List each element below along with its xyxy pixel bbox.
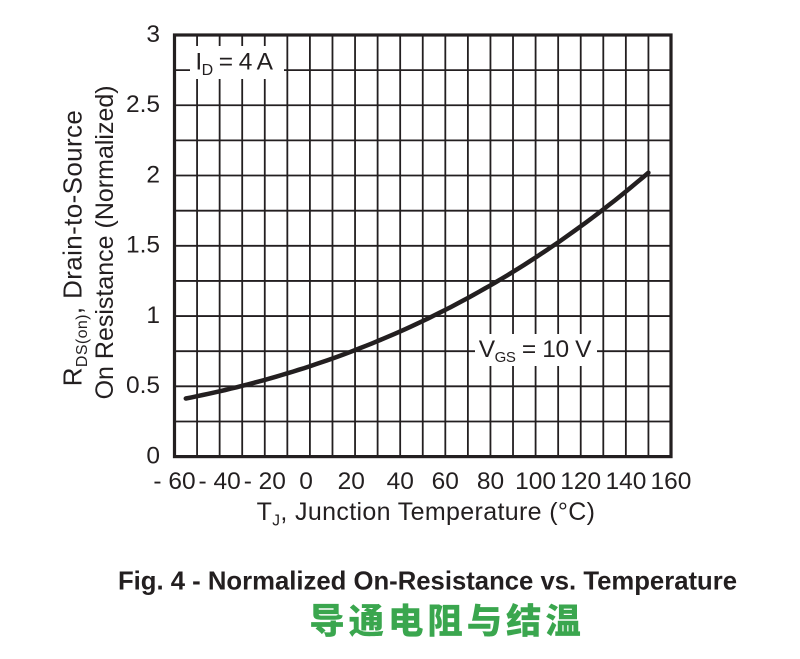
svg-text:160: 160 [651,468,692,495]
svg-text:140: 140 [605,468,646,495]
svg-text:2: 2 [146,161,160,188]
svg-text:TJ, Junction Temperature (°C): TJ, Junction Temperature (°C) [257,498,596,530]
svg-text:0: 0 [146,442,160,469]
svg-text:100: 100 [515,468,556,495]
svg-text:0: 0 [299,468,313,495]
svg-text:1: 1 [146,302,160,329]
svg-text:- 60: - 60 [153,468,195,495]
svg-text:- 40: - 40 [198,468,240,495]
svg-text:60: 60 [432,468,459,495]
svg-text:Fig. 4 - Normalized On-Resista: Fig. 4 - Normalized On-Resistance vs. Te… [118,567,737,595]
svg-text:- 20: - 20 [244,468,286,495]
svg-text:120: 120 [560,468,601,495]
svg-text:1.5: 1.5 [126,232,160,259]
svg-text:On Resistance (Normalized): On Resistance (Normalized) [91,85,119,399]
svg-text:3: 3 [146,21,160,48]
svg-text:RDS(on), Drain-to-Source: RDS(on), Drain-to-Source [57,110,91,387]
svg-text:ID = 4 A: ID = 4 A [195,49,273,79]
svg-text:20: 20 [338,468,365,495]
svg-text:80: 80 [477,468,504,495]
svg-text:0.5: 0.5 [126,372,160,399]
svg-text:40: 40 [387,468,414,495]
svg-text:2.5: 2.5 [126,91,160,118]
